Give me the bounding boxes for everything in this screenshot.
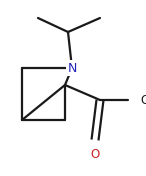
Text: N: N	[67, 61, 77, 74]
Text: OH: OH	[140, 93, 146, 106]
Text: O: O	[90, 148, 100, 161]
